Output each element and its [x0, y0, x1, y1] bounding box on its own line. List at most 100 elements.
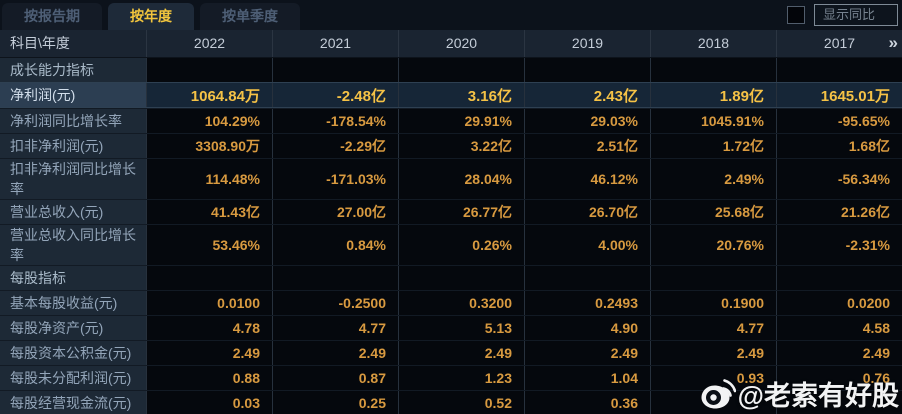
- row-label: 净利润(元): [0, 83, 146, 107]
- show-yoy-button[interactable]: 显示同比: [814, 4, 898, 26]
- row-label: 每股指标: [0, 266, 146, 290]
- cell-value: 1064.84万: [146, 83, 272, 107]
- year-header: 2018: [650, 30, 776, 57]
- cell-value: 0.87: [272, 366, 398, 390]
- cell-value: 5.13: [398, 316, 524, 340]
- cell-value: 0.36: [524, 391, 650, 414]
- row-label: 成长能力指标: [0, 58, 146, 82]
- cell-value: 2.49: [776, 341, 902, 365]
- show-yoy-checkbox[interactable]: [787, 6, 805, 24]
- tab-report-period[interactable]: 按报告期: [2, 3, 102, 30]
- cell-value: 3.16亿: [398, 83, 524, 107]
- table-row[interactable]: 每股资本公积金(元) 2.49 2.49 2.49 2.49 2.49 2.49: [0, 340, 902, 365]
- row-label: 每股未分配利润(元): [0, 366, 146, 390]
- table-row[interactable]: 每股指标: [0, 265, 902, 290]
- row-label: 基本每股收益(元): [0, 291, 146, 315]
- row-label: 每股资本公积金(元): [0, 341, 146, 365]
- cell-value: -95.65%: [776, 109, 902, 133]
- table-row[interactable]: 每股未分配利润(元) 0.88 0.87 1.23 1.04 0.93 0.76: [0, 365, 902, 390]
- cell-value: 1645.01万: [776, 83, 902, 107]
- cell-value: 2.49: [524, 341, 650, 365]
- cell-value: [650, 266, 776, 290]
- cell-value: [146, 58, 272, 82]
- cell-value: 4.77: [650, 316, 776, 340]
- cell-value: 4.77: [272, 316, 398, 340]
- cell-value: [398, 58, 524, 82]
- row-label: 每股经营现金流(元): [0, 391, 146, 414]
- watermark-handle: @老索有好股: [737, 381, 899, 411]
- cell-value: 3.22亿: [398, 134, 524, 158]
- tab-by-year[interactable]: 按年度: [108, 3, 194, 30]
- table-row[interactable]: 净利润(元) 1064.84万 -2.48亿 3.16亿 2.43亿 1.89亿 1645.…: [0, 82, 902, 108]
- cell-value: [272, 266, 398, 290]
- cell-value: -56.34%: [776, 159, 902, 199]
- cell-value: 0.0200: [776, 291, 902, 315]
- cell-value: 2.49: [398, 341, 524, 365]
- cell-value: 0.2493: [524, 291, 650, 315]
- cell-value: [776, 391, 902, 414]
- year-header: 2021: [272, 30, 398, 57]
- cell-value: -178.54%: [272, 109, 398, 133]
- table-row[interactable]: 每股经营现金流(元) 0.03 0.25 0.52 0.36: [0, 390, 902, 414]
- tab-by-quarter[interactable]: 按单季度: [200, 3, 300, 30]
- cell-value: 46.12%: [524, 159, 650, 199]
- cell-value: 2.49: [272, 341, 398, 365]
- table-row[interactable]: 每股净资产(元) 4.78 4.77 5.13 4.90 4.77 4.58: [0, 315, 902, 340]
- cell-value: 2.49: [146, 341, 272, 365]
- table-row[interactable]: 成长能力指标: [0, 58, 902, 82]
- cell-value: 53.46%: [146, 225, 272, 265]
- cell-value: 0.76: [776, 366, 902, 390]
- cell-value: 0.88: [146, 366, 272, 390]
- table-row[interactable]: 扣非净利润同比增长率 114.48% -171.03% 28.04% 46.12% 2.4…: [0, 158, 902, 199]
- cell-value: [776, 58, 902, 82]
- row-label: 净利润同比增长率: [0, 109, 146, 133]
- cell-value: [776, 266, 902, 290]
- table-row[interactable]: 基本每股收益(元) 0.0100 -0.2500 0.3200 0.2493 0.1900…: [0, 290, 902, 315]
- table-row[interactable]: 营业总收入(元) 41.43亿 27.00亿 26.77亿 26.70亿 25.68亿 21…: [0, 199, 902, 224]
- cell-value: -2.31%: [776, 225, 902, 265]
- cell-value: [146, 266, 272, 290]
- cell-value: [524, 58, 650, 82]
- cell-value: 21.26亿: [776, 200, 902, 224]
- cell-value: 0.3200: [398, 291, 524, 315]
- year-header: 2022: [146, 30, 272, 57]
- more-years-icon[interactable]: »: [888, 33, 899, 52]
- cell-value: 1.72亿: [650, 134, 776, 158]
- cell-value: 25.68亿: [650, 200, 776, 224]
- cell-value: 114.48%: [146, 159, 272, 199]
- cell-value: 4.90: [524, 316, 650, 340]
- cell-value: 1.89亿: [650, 83, 776, 107]
- cell-value: 0.1900: [650, 291, 776, 315]
- cell-value: -171.03%: [272, 159, 398, 199]
- cell-value: -2.29亿: [272, 134, 398, 158]
- cell-value: 4.58: [776, 316, 902, 340]
- cell-value: 0.52: [398, 391, 524, 414]
- table-row[interactable]: 营业总收入同比增长率 53.46% 0.84% 0.26% 4.00% 20.76% -2.…: [0, 224, 902, 265]
- row-label: 扣非净利润(元): [0, 134, 146, 158]
- cell-value: [398, 266, 524, 290]
- cell-value: 27.00亿: [272, 200, 398, 224]
- table-row[interactable]: 扣非净利润(元) 3308.90万 -2.29亿 3.22亿 2.51亿 1.72亿 1.6…: [0, 133, 902, 158]
- table-row[interactable]: 净利润同比增长率 104.29% -178.54% 29.91% 29.03% 1045.…: [0, 108, 902, 133]
- watermark: @老索有好股: [700, 374, 899, 413]
- cell-value: 41.43亿: [146, 200, 272, 224]
- cell-value: 1.23: [398, 366, 524, 390]
- row-label: 营业总收入同比增长率: [0, 225, 146, 265]
- cell-value: 28.04%: [398, 159, 524, 199]
- corner-label: 科目\年度: [10, 35, 70, 51]
- cell-value: 0.03: [146, 391, 272, 414]
- cell-value: 4.00%: [524, 225, 650, 265]
- cell-value: 0.26%: [398, 225, 524, 265]
- cell-value: 1.68亿: [776, 134, 902, 158]
- cell-value: [524, 266, 650, 290]
- table-header: 科目\年度 2022 2021 2020 2019 2018 2017»: [0, 30, 902, 58]
- year-header: 2019: [524, 30, 650, 57]
- row-label: 每股净资产(元): [0, 316, 146, 340]
- weibo-icon: [700, 378, 736, 409]
- cell-value: 26.70亿: [524, 200, 650, 224]
- cell-value: 2.49: [650, 341, 776, 365]
- year-header: 2020: [398, 30, 524, 57]
- cell-value: 20.76%: [650, 225, 776, 265]
- tabbar-right: 显示同比: [787, 4, 902, 26]
